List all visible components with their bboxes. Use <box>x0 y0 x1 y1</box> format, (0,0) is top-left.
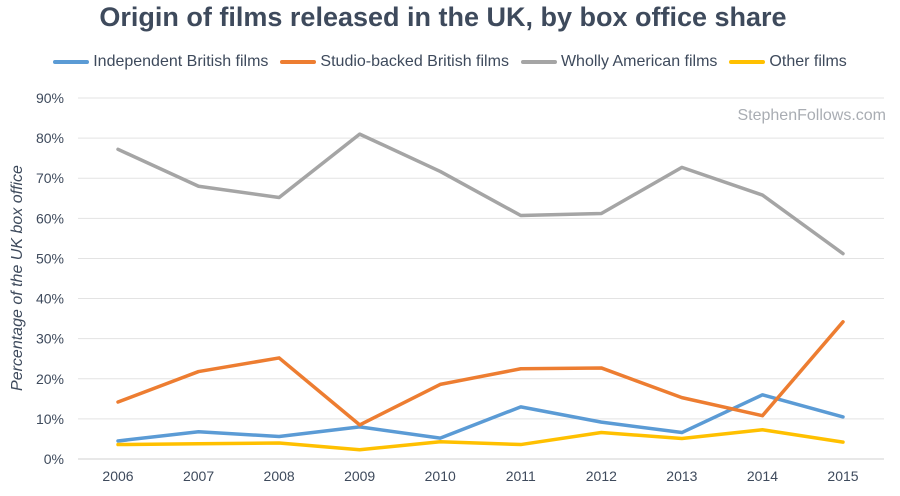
legend-label-other: Other films <box>769 53 847 70</box>
y-tick-label: 10% <box>36 411 64 427</box>
legend-label-independent: Independent British films <box>93 53 269 70</box>
legend-label-american: Wholly American films <box>560 53 718 70</box>
x-tick-label: 2006 <box>102 468 133 484</box>
x-tick-label: 2010 <box>425 468 456 484</box>
y-tick-label: 60% <box>36 210 64 226</box>
x-tick-label: 2012 <box>586 468 617 484</box>
y-tick-label: 80% <box>36 130 64 146</box>
series-line-0 <box>116 393 845 443</box>
series-line-3 <box>116 427 845 452</box>
x-tick-label: 2011 <box>506 468 536 484</box>
y-tick-label: 30% <box>36 331 64 347</box>
y-tick-label: 40% <box>36 291 64 307</box>
x-tick-label: 2007 <box>183 468 214 484</box>
y-tick-label: 90% <box>36 90 64 106</box>
watermark: StephenFollows.com <box>737 107 886 124</box>
x-tick-label: 2013 <box>666 468 697 484</box>
legend-item-independent: Independent British films <box>53 52 268 72</box>
legend-swatch-american <box>520 60 557 64</box>
x-tick-label: 2015 <box>827 468 858 484</box>
y-tick-label: 20% <box>36 371 64 387</box>
series-line-2 <box>116 132 845 256</box>
y-tick-label: 50% <box>36 250 64 266</box>
legend-swatch-other <box>729 60 766 64</box>
legend-swatch-independent <box>53 60 90 64</box>
x-tick-label: 2014 <box>747 468 778 484</box>
legend-label-studio: Studio-backed British films <box>320 53 509 70</box>
legend-item-american: Wholly American films <box>520 52 718 72</box>
x-tick-label: 2009 <box>344 468 375 484</box>
series-line-1 <box>116 320 845 427</box>
legend-item-other: Other films <box>729 52 847 72</box>
legend-swatch-studio <box>280 60 317 64</box>
y-tick-label: 0% <box>44 451 64 467</box>
chart-title: Origin of films released in the UK, by b… <box>99 2 787 32</box>
legend: Independent British films Studio-backed … <box>0 52 900 72</box>
y-tick-label: 70% <box>36 170 64 186</box>
x-tick-label: 2008 <box>264 468 295 484</box>
legend-item-studio: Studio-backed British films <box>280 52 509 72</box>
